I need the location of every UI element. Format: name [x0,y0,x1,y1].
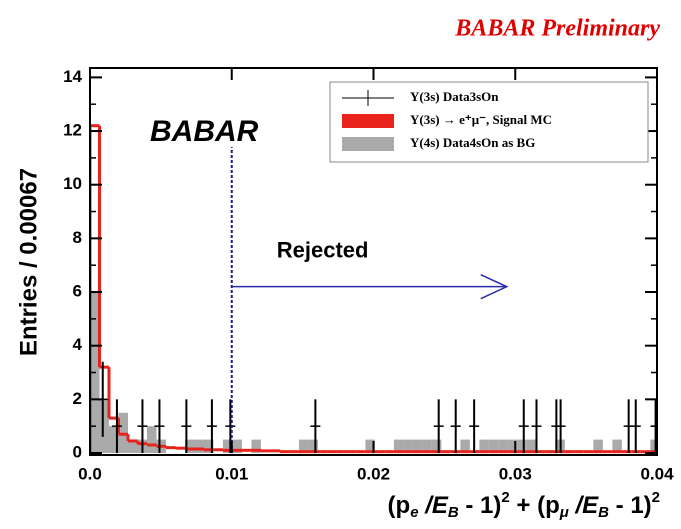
bg-bin [203,439,214,453]
y-tick-label: 6 [73,282,82,301]
bg-bin [184,439,195,453]
y-tick-label: 4 [73,335,83,354]
x-tick-label: 0.0 [78,464,102,483]
x-label-part: μ [559,504,569,521]
legend-symbol [342,137,394,151]
bg-bin [146,426,157,453]
legend-label: Υ(3s) Data3sOn [410,89,499,104]
bg-bin [222,439,233,453]
bg-bin [488,439,499,453]
x-axis-label: (pe /EB - 1)2 + (pμ /EB - 1)2 [388,489,660,521]
plot-area [90,124,657,454]
bg-bin [403,439,413,453]
bg-bin [308,439,318,453]
y-tick-label: 2 [73,389,82,408]
bg-bin [393,439,404,453]
chart-title: BABAR Preliminary [454,16,660,42]
bg-bin [612,439,622,453]
bg-bin [650,439,657,453]
babar-label: BABAR [150,115,259,148]
x-tick-label: 0.04 [640,464,674,483]
bg-bin [99,399,109,453]
y-axis-label: Entries / 0.00067 [15,168,42,356]
x-label-part: B [598,504,609,521]
x-label-part: - 1) [609,492,652,519]
x-label-part: (p [388,492,411,519]
x-label-part: B [448,504,459,521]
bg-bin [298,439,309,453]
bg-bin [479,439,489,453]
bg-bin [194,439,204,453]
y-tick-label: 10 [63,174,82,193]
bg-bin [460,439,470,453]
bg-bin [498,439,508,453]
y-tick-label: 8 [73,228,82,247]
bg-bin [431,439,442,453]
bg-bin [526,439,537,453]
y-tick-label: 14 [63,67,82,86]
bg-bin [412,439,423,453]
bg-bin [108,426,119,453]
y-tick-label: 12 [63,121,82,140]
bg-bin [232,439,242,453]
x-label-part: /E [419,492,449,519]
bg-bin [127,439,138,453]
x-label-part: 2 [652,489,660,506]
x-tick-label: 0.01 [215,464,248,483]
x-label-part: + (p [510,492,560,519]
bg-bin [251,439,261,453]
x-label-part: e [410,504,418,521]
legend-label: Υ(3s) → e⁺μ⁻, Signal MC [410,112,552,127]
x-label-part: - 1) [459,492,502,519]
bg-bin [507,439,518,453]
bg-bin [422,439,432,453]
x-label-part: /E [569,492,599,519]
bg-bin [517,439,527,453]
legend-symbol [342,114,394,128]
x-label-part: 2 [501,489,509,506]
bg-bin [593,439,603,453]
legend-label: Υ(4s) Data4sOn as BG [410,135,535,150]
y-tick-label: 0 [73,442,82,461]
arrow-label: Rejected [277,237,369,262]
x-tick-label: 0.03 [499,464,532,483]
bg-bin [365,439,375,453]
arrow-head [480,273,509,300]
x-tick-label: 0.02 [357,464,390,483]
